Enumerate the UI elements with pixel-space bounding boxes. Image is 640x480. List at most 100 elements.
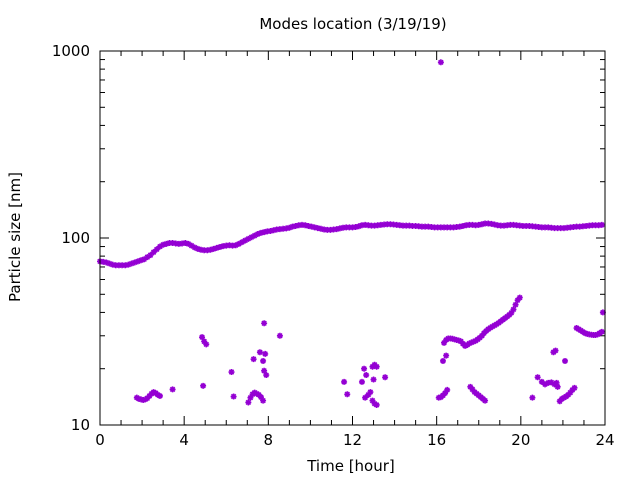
y-axis-label: Particle size [nm] [6,172,24,302]
y-tick-label: 100 [61,229,90,247]
y-tick-label: 1000 [52,42,90,60]
secondary-mode-point [257,394,264,401]
main-mode-point [519,222,526,229]
main-mode-point [346,224,353,231]
main-mode-point [163,240,170,247]
secondary-mode-point [444,386,451,393]
main-mode-point [198,246,204,253]
secondary-mode-point [199,334,206,341]
main-mode-point [160,241,167,248]
secondary-mode-point [466,340,473,347]
secondary-mode-point [468,339,475,346]
secondary-mode-point [247,394,254,401]
main-mode-point [270,227,277,234]
main-mode-point [573,223,580,230]
main-mode-point [242,237,249,244]
main-mode-point [532,223,539,230]
main-mode-point [333,226,340,233]
secondary-mode-point [365,391,372,398]
main-mode-point [147,252,154,259]
main-mode-point [179,240,186,247]
main-mode-point [400,222,406,229]
main-mode-point [396,222,403,229]
main-mode-point [261,229,268,236]
secondary-mode-point [554,383,561,390]
x-tick-label: 12 [343,431,362,449]
secondary-mode-point [443,352,450,359]
main-mode-point [264,228,271,235]
main-mode-point [134,258,141,265]
main-mode-point [138,257,145,264]
secondary-mode-point [373,363,380,370]
tick-labels: 0 4 8 12 16 20 24 10 100 1000 [52,42,615,449]
secondary-mode-point [599,309,606,316]
secondary-mode-point [262,350,269,357]
secondary-mode-point [276,332,283,339]
main-mode-point [494,222,501,229]
main-mode-point [409,222,416,229]
main-mode-point [185,240,192,247]
secondary-mode-point [260,357,267,364]
main-mode-point [488,220,495,227]
secondary-mode-point [260,397,267,404]
main-mode-point [324,226,331,233]
main-mode-point [207,246,214,253]
secondary-mode-point [457,338,464,345]
main-mode-point [374,222,381,229]
main-mode-point [504,222,511,229]
main-mode-point [119,262,126,269]
main-mode-point [393,221,400,228]
main-mode-point [286,224,293,231]
main-mode-point [595,222,602,229]
main-mode-point [589,222,596,229]
main-mode-point [210,245,217,252]
main-mode-point [431,224,438,231]
main-mode-point [100,258,107,265]
main-mode-point [523,222,530,229]
main-mode-point [560,225,567,232]
main-mode-point [204,247,211,254]
main-mode-point [295,222,302,229]
main-mode-point [586,222,593,229]
secondary-mode-point [478,332,485,339]
main-mode-point [144,254,151,261]
secondary-mode-point [169,386,176,393]
main-mode-point [343,224,350,231]
secondary-mode-point [467,383,474,390]
main-mode-point [428,224,435,231]
main-mode-point [557,225,564,232]
main-mode-point [305,222,312,229]
main-mode-point [377,221,384,228]
main-mode-point [314,225,321,232]
main-mode-point [415,223,422,230]
x-tick-label: 24 [595,431,614,449]
main-mode-point [403,222,410,229]
secondary-mode-point [552,347,559,354]
main-mode-point [362,221,369,228]
x-tick-label: 16 [427,431,446,449]
main-mode-point [371,222,378,229]
secondary-mode-point [256,349,263,356]
main-mode-point [317,225,324,232]
main-mode-point [444,224,451,231]
main-mode-point [368,222,375,229]
main-mode-point [232,242,239,249]
secondary-mode-point [508,309,515,316]
secondary-mode-point [370,376,377,383]
secondary-mode-point [562,357,569,364]
main-mode-point [365,222,372,229]
main-mode-point [501,222,507,229]
main-mode-point [412,222,419,229]
main-mode-point [469,221,476,228]
main-mode-point [226,242,233,249]
secondary-mode-point [571,384,578,391]
main-mode-point [166,240,173,247]
main-mode-point [150,249,157,256]
secondary-mode-point [358,378,365,385]
main-mode-point [545,224,552,231]
secondary-mode-point [567,389,574,396]
main-mode-point [472,222,479,229]
secondary-mode-point [538,378,545,385]
secondary-mode-point [363,372,370,379]
main-mode-point [475,221,482,228]
